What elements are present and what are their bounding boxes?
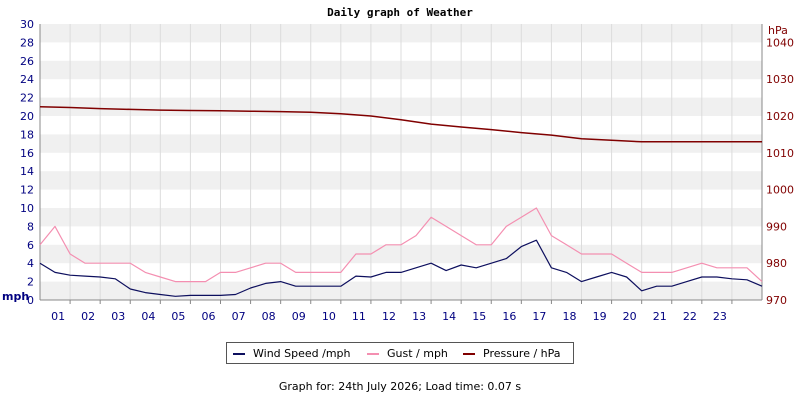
x-tick-label: 23 xyxy=(713,310,727,323)
x-tick-label: 12 xyxy=(382,310,396,323)
y-tick-label: 26 xyxy=(20,55,34,68)
series-gust xyxy=(39,207,763,283)
y-tick-label: 20 xyxy=(20,110,34,123)
x-tick-label: 11 xyxy=(352,310,366,323)
y2-tick-label: 1000 xyxy=(766,184,794,197)
x-tick-label: 07 xyxy=(232,310,246,323)
y-tick-label: 28 xyxy=(20,36,34,49)
y-tick-label: 24 xyxy=(20,73,34,86)
x-tick-label: 18 xyxy=(563,310,577,323)
x-tick-label: 03 xyxy=(111,310,125,323)
legend-swatch-wind xyxy=(233,353,245,355)
legend-label-pressure: Pressure / hPa xyxy=(483,347,561,360)
x-tick-label: 15 xyxy=(472,310,486,323)
x-tick-label: 01 xyxy=(51,310,65,323)
y2-tick-label: 1010 xyxy=(766,147,794,160)
y2-axis-label: hPa xyxy=(768,24,788,37)
chart-title: Daily graph of Weather xyxy=(327,6,473,19)
y-tick-label: 30 xyxy=(20,18,34,31)
x-tick-label: 06 xyxy=(202,310,216,323)
y2-tick-label: 970 xyxy=(766,294,787,307)
x-tick-label: 17 xyxy=(532,310,546,323)
legend-item-pressure: Pressure / hPa xyxy=(463,347,561,361)
y-tick-label: 0 xyxy=(27,294,34,307)
grid-lines xyxy=(69,24,733,300)
y2-tick-label: 990 xyxy=(766,220,787,233)
x-tick-label: 16 xyxy=(502,310,516,323)
x-tick-label: 10 xyxy=(322,310,336,323)
y-tick-label: 12 xyxy=(20,184,34,197)
series-wind-speed xyxy=(39,239,763,297)
series-pressure xyxy=(39,106,762,143)
y2-tick-label: 980 xyxy=(766,257,787,270)
x-tick-label: 21 xyxy=(653,310,667,323)
x-tick-label: 13 xyxy=(412,310,426,323)
legend-item-gust: Gust / mph xyxy=(367,347,448,361)
plot-area xyxy=(39,106,763,297)
x-tick-label: 08 xyxy=(262,310,276,323)
x-tick-label: 04 xyxy=(141,310,155,323)
y-tick-label: 16 xyxy=(20,147,34,160)
y2-tick-label: 1020 xyxy=(766,110,794,123)
legend-swatch-pressure xyxy=(463,353,475,355)
y2-tick-label: 1030 xyxy=(766,73,794,86)
y-tick-label: 18 xyxy=(20,128,34,141)
legend-swatch-gust xyxy=(367,353,379,355)
y-tick-label: 10 xyxy=(20,202,34,215)
legend-label-gust: Gust / mph xyxy=(387,347,448,360)
y-tick-label: 14 xyxy=(20,165,34,178)
x-axis: 01 02 03 04 05 06 07 08 09 10 11 12 13 14 15 16 17 18 19 20… xyxy=(40,299,762,323)
x-tick-label: 22 xyxy=(683,310,697,323)
y-tick-label: 6 xyxy=(27,239,34,252)
chart-legend: Wind Speed /mph Gust / mph Pressure / hP… xyxy=(226,342,574,364)
x-tick-label: 19 xyxy=(593,310,607,323)
y-tick-label: 4 xyxy=(27,257,34,270)
chart-footer: Graph for: 24th July 2026; Load time: 0.… xyxy=(278,380,522,393)
x-tick-label: 02 xyxy=(81,310,95,323)
y2-tick-label: 1040 xyxy=(766,36,794,49)
legend-item-wind: Wind Speed /mph xyxy=(233,347,351,361)
x-tick-label: 09 xyxy=(292,310,306,323)
y-tick-label: 8 xyxy=(27,220,34,233)
right-axis: 970 980 990 1000 1010 1020 1030 1040 xyxy=(761,24,794,307)
x-tick-label: 14 xyxy=(442,310,456,323)
x-tick-label: 20 xyxy=(623,310,637,323)
legend-label-wind: Wind Speed /mph xyxy=(253,347,351,360)
y-tick-label: 2 xyxy=(27,276,34,289)
y-axis-label: mph xyxy=(2,290,29,303)
x-tick-label: 05 xyxy=(171,310,185,323)
y-tick-label: 22 xyxy=(20,92,34,105)
